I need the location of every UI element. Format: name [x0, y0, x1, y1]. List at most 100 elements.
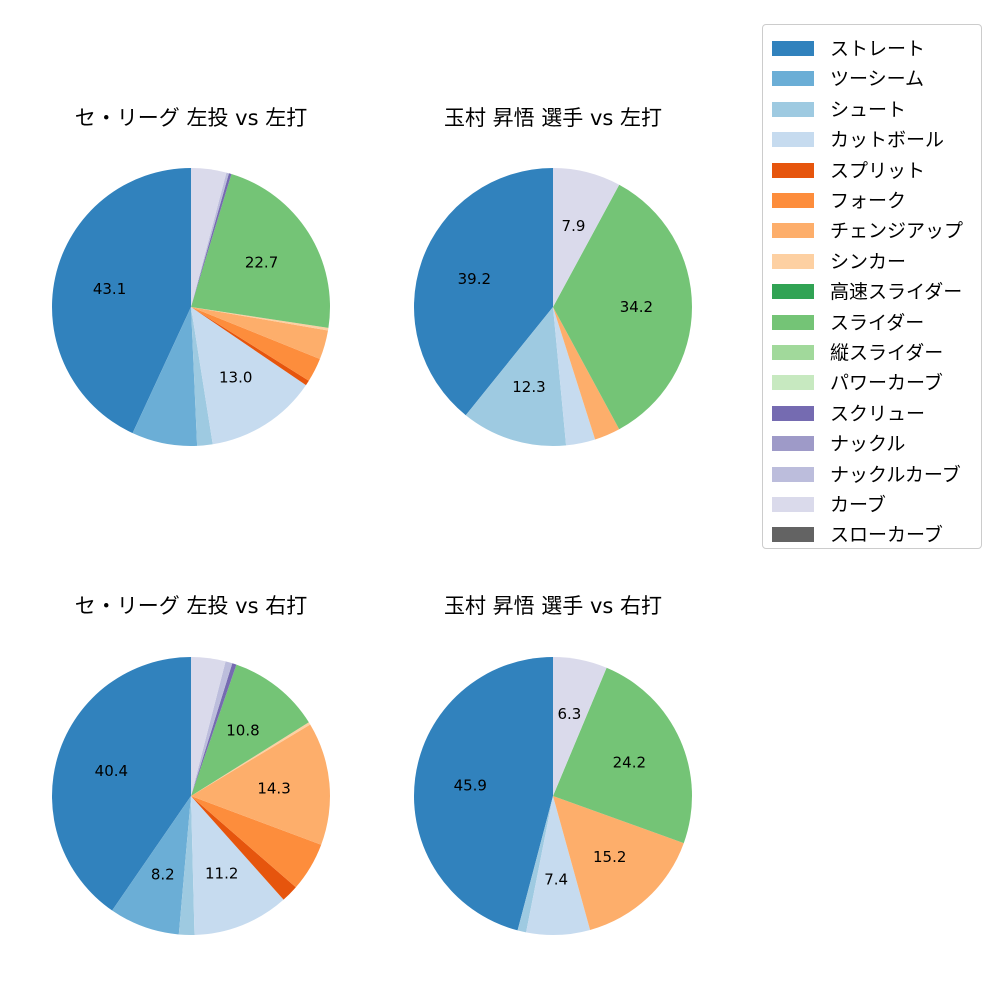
slice-percentage-label: 34.2 — [620, 298, 653, 316]
pie-slice — [191, 664, 309, 796]
legend-swatch — [772, 405, 814, 421]
legend-item: スローカーブ — [763, 516, 981, 546]
slice-percentage-label: 40.4 — [95, 762, 128, 780]
pie-slice — [553, 307, 596, 446]
legend-swatch — [772, 497, 814, 512]
pie-slice — [191, 796, 322, 888]
legend-label: ナックルカーブ — [830, 463, 961, 486]
legend-label: 縦スライダー — [830, 342, 944, 364]
legend-item: チェンジアップ — [763, 212, 981, 242]
legend-item: スライダー — [763, 304, 981, 334]
pie-slice — [191, 307, 309, 386]
pie-slice — [553, 184, 692, 430]
legend-swatch — [772, 527, 814, 543]
legend-label: 高速スライダー — [830, 281, 963, 304]
chart-title-bottom-right: 玉村 昇悟 選手 vs 右打 — [443, 594, 663, 618]
slice-percentage-label: 43.1 — [93, 280, 126, 298]
pie-slice — [191, 657, 226, 796]
pie-slice — [191, 724, 330, 845]
slice-percentage-label: 10.8 — [226, 722, 259, 740]
pie-slice — [553, 657, 607, 796]
slice-percentage-label: 24.2 — [613, 753, 646, 771]
legend-item: ナックルカーブ — [763, 456, 981, 486]
pie-slice — [191, 307, 306, 445]
slice-percentage-label: 15.2 — [593, 848, 626, 866]
slice-percentage-label: 45.9 — [454, 776, 487, 794]
legend-swatch — [772, 41, 814, 56]
legend-swatch — [772, 253, 814, 269]
slice-percentage-label: 6.3 — [557, 705, 581, 723]
pie-slice — [526, 796, 591, 936]
legend-label: シンカー — [830, 250, 907, 273]
legend-swatch — [772, 162, 814, 178]
legend-item: ストレート — [763, 30, 981, 60]
slice-percentage-label: 13.0 — [219, 368, 252, 386]
legend: ストレートツーシーム シュートカットボール スプリットフォークチェンジアップ シンカー… — [762, 24, 982, 549]
pie-slice — [112, 796, 191, 935]
legend-swatch — [772, 284, 814, 300]
legend-swatch — [772, 132, 814, 148]
legend-label: ストレート — [830, 38, 926, 60]
slice-percentage-label: 7.4 — [544, 870, 568, 888]
legend-swatch — [772, 375, 814, 391]
legend-item: シュート — [763, 91, 981, 121]
pie-slice — [553, 168, 620, 307]
pie-slice — [553, 796, 684, 930]
pie-slice — [191, 307, 329, 359]
legend-label: カットボール — [830, 129, 945, 152]
slice-percentage-label: 14.3 — [257, 779, 290, 797]
legend-item: 高速スライダー — [763, 273, 981, 303]
pie-slice — [132, 307, 198, 446]
pie-slice — [52, 657, 191, 911]
legend-label: チェンジアップ — [830, 220, 964, 243]
pie-slice — [191, 307, 329, 331]
pie-slice — [191, 796, 296, 900]
legend-label: ツーシーム — [830, 68, 925, 91]
pie-slice — [191, 174, 331, 328]
slice-percentage-label: 8.2 — [151, 865, 175, 883]
legend-item: カットボール — [763, 121, 981, 151]
pie-slice — [517, 796, 553, 933]
chart-title-top-right: 玉村 昇悟 選手 vs 左打 — [443, 106, 663, 130]
chart-title-top-left: セ・リーグ 左投 vs 左打 — [74, 106, 308, 130]
legend-item: パワーカーブ — [763, 364, 981, 394]
slice-percentage-label: 22.7 — [245, 254, 278, 272]
pie-slice — [191, 168, 227, 307]
slice-percentage-label: 39.2 — [458, 270, 491, 288]
legend-label: スローカーブ — [830, 524, 943, 547]
legend-swatch — [772, 436, 814, 452]
legend-label: ナックル — [830, 433, 906, 456]
pie-slice — [191, 307, 213, 446]
pie-slice — [553, 667, 692, 844]
legend-swatch — [772, 345, 814, 360]
chart-title-bottom-left: セ・リーグ 左投 vs 右打 — [74, 594, 308, 618]
legend-item: スプリット — [763, 152, 981, 182]
pie-slice — [191, 173, 232, 307]
slice-percentage-label: 7.9 — [562, 217, 586, 235]
legend-label: スライダー — [830, 311, 925, 334]
slice-percentage-label: 12.3 — [512, 378, 545, 396]
legend-swatch — [772, 101, 814, 117]
legend-item: ナックル — [763, 425, 981, 455]
pie-slice — [191, 663, 237, 796]
pie-slice — [51, 168, 191, 434]
pie-slice — [191, 796, 284, 935]
pie-slice — [191, 307, 320, 381]
pie-slice — [191, 172, 229, 307]
legend-label: フォーク — [830, 190, 907, 212]
legend-item: フォーク — [763, 182, 981, 212]
pie-slice — [178, 796, 195, 935]
legend-swatch — [772, 314, 814, 330]
pie-slice — [414, 168, 553, 416]
legend-label: スプリット — [830, 159, 926, 182]
slice-percentage-label: 11.2 — [205, 865, 238, 883]
pie-slice — [191, 661, 233, 796]
legend-item: シンカー — [763, 243, 981, 273]
legend-item: カーブ — [763, 486, 981, 516]
legend-swatch — [772, 71, 814, 87]
legend-item: 縦スライダー — [763, 334, 981, 364]
legend-swatch — [772, 223, 814, 239]
